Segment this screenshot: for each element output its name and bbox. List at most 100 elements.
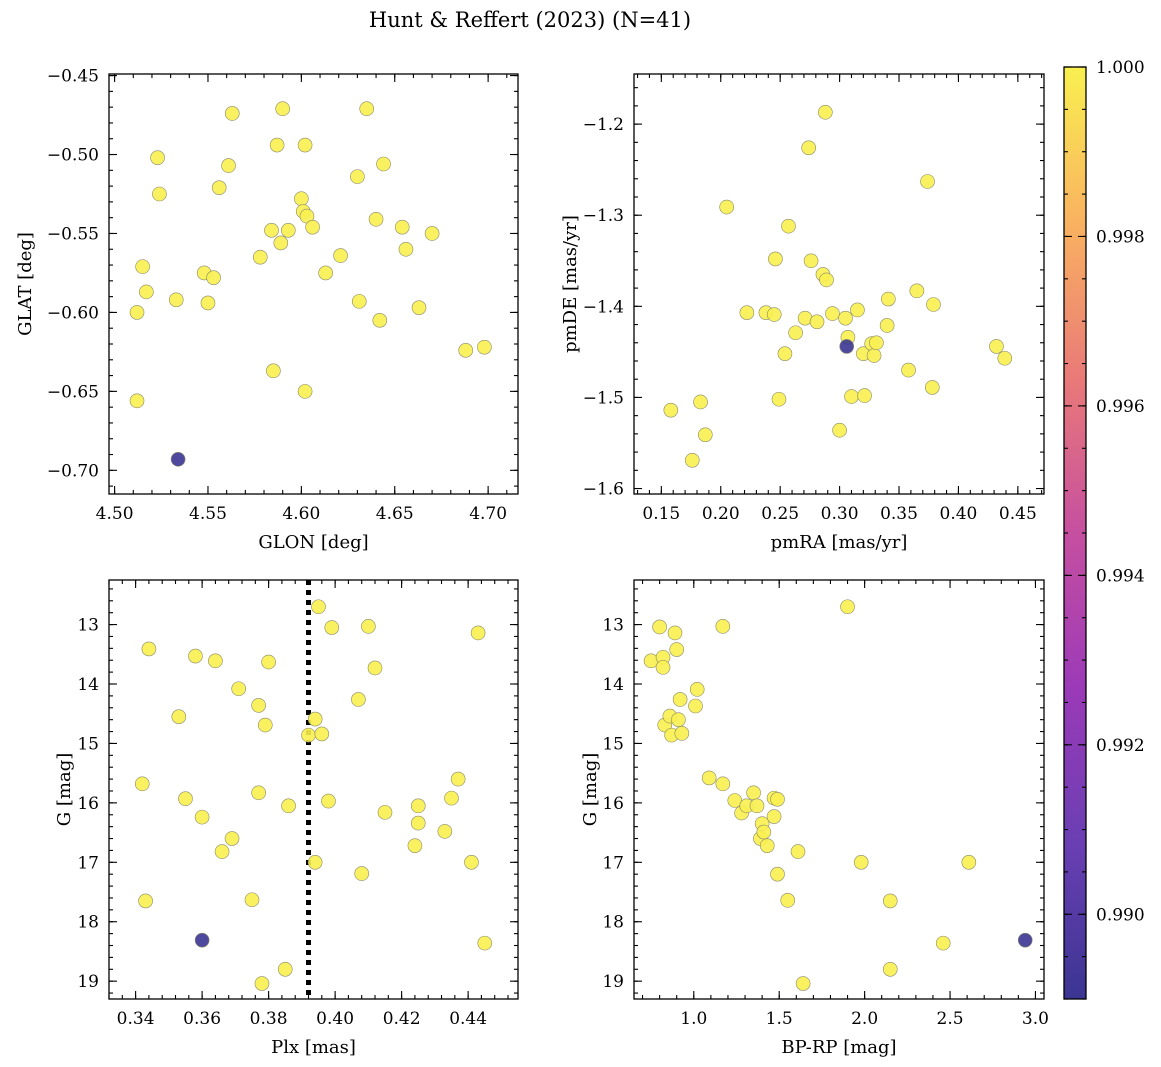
scatter-point bbox=[171, 709, 187, 724]
y-tick-label: −1.6 bbox=[583, 480, 624, 500]
scatter-point bbox=[672, 692, 688, 707]
scatter-point bbox=[839, 339, 855, 354]
scatter-point bbox=[275, 101, 290, 117]
scatter-point bbox=[411, 300, 427, 315]
scatter-point bbox=[777, 346, 793, 361]
y-tick-label: −0.70 bbox=[47, 461, 99, 481]
scatter-point bbox=[134, 776, 150, 792]
scatter-point bbox=[138, 893, 153, 909]
colorbar-tick-label: 0.998 bbox=[1096, 227, 1145, 247]
y-axis-label: pmDE [mas/yr] bbox=[560, 215, 581, 353]
scatter-point bbox=[663, 402, 679, 418]
scatter-point bbox=[281, 798, 296, 814]
scatter-point bbox=[139, 284, 154, 300]
colorbar-gradient bbox=[1064, 67, 1086, 999]
scatter-point bbox=[715, 619, 731, 634]
colorbar-tick-label: 0.990 bbox=[1096, 905, 1145, 925]
colorbar: 0.990 0.992 0.994 0.996 0.998 1.000 bbox=[1063, 58, 1145, 1000]
panel-1: 4.50 4.55 4.60 4.65 4.70 −0.70 −0.65 −0.60 −0.55… bbox=[15, 67, 519, 553]
y-tick-label: 16 bbox=[602, 794, 624, 814]
scatter-point bbox=[277, 961, 293, 977]
scatter-point bbox=[470, 625, 486, 641]
scatter-point bbox=[273, 235, 289, 251]
y-tick-label: 18 bbox=[602, 913, 624, 933]
scatter-point bbox=[257, 717, 273, 733]
y-tick-label: 15 bbox=[602, 734, 624, 754]
scatter-point bbox=[825, 306, 840, 321]
scatter-point bbox=[307, 711, 323, 727]
scatter-point bbox=[464, 855, 479, 870]
y-tick-label: 13 bbox=[77, 616, 99, 636]
x-tick-label: 4.70 bbox=[469, 504, 507, 524]
colorbar-tick-label: 0.996 bbox=[1096, 397, 1145, 417]
x-tick-label: 2.5 bbox=[937, 1009, 964, 1029]
y-tick-label: 14 bbox=[602, 675, 624, 695]
scatter-point bbox=[844, 389, 859, 404]
x-tick-label: 0.35 bbox=[880, 504, 918, 524]
scatter-point bbox=[850, 302, 865, 318]
scatter-point bbox=[221, 158, 236, 173]
axes-frame bbox=[108, 579, 519, 1000]
scatter-point bbox=[194, 809, 210, 825]
y-tick-label: −0.50 bbox=[47, 146, 99, 166]
scatter-point bbox=[803, 253, 819, 269]
scatter-point bbox=[801, 140, 816, 156]
scatter-point bbox=[368, 211, 384, 227]
scatter-point bbox=[655, 660, 671, 675]
scatter-point bbox=[351, 294, 367, 309]
scatter-point bbox=[244, 892, 260, 908]
y-tick-label: −0.55 bbox=[47, 224, 99, 244]
x-tick-label: 4.50 bbox=[96, 504, 134, 524]
scatter-point bbox=[254, 976, 270, 991]
x-axis-label: Plx [mas] bbox=[271, 1037, 356, 1058]
scatter-point bbox=[224, 831, 240, 846]
y-tick-label: −0.60 bbox=[47, 303, 99, 323]
scatter-point bbox=[818, 104, 833, 120]
scatter-point bbox=[224, 106, 240, 121]
scatter-point bbox=[350, 169, 365, 184]
panel-3: 0.34 0.36 0.38 0.40 0.42 0.44 13 14 15 16 17 18 19 Pl… bbox=[54, 579, 519, 1058]
scatter-point bbox=[698, 427, 713, 443]
scatter-point bbox=[749, 798, 765, 814]
scatter-point bbox=[252, 249, 268, 265]
scatter-point bbox=[294, 191, 309, 207]
y-axis-label: GLAT [deg] bbox=[15, 232, 36, 336]
scatter-point bbox=[407, 838, 423, 853]
scatter-point bbox=[437, 824, 453, 839]
scatter-point bbox=[168, 292, 184, 308]
scatter-point bbox=[766, 809, 782, 824]
x-tick-label: 4.55 bbox=[189, 504, 227, 524]
scatter-point bbox=[188, 648, 203, 664]
scatter-point bbox=[790, 844, 806, 859]
scatter-point bbox=[311, 599, 326, 615]
scatter-point bbox=[866, 348, 882, 363]
y-tick-label: −0.65 bbox=[47, 382, 99, 402]
axes-frame bbox=[633, 579, 1045, 1000]
scatter-point bbox=[305, 219, 320, 235]
scatter-point bbox=[377, 805, 393, 820]
scatter-point bbox=[458, 343, 474, 358]
scatter-point bbox=[882, 961, 898, 977]
scatter-point bbox=[129, 305, 145, 320]
scatter-point bbox=[770, 792, 785, 807]
scatter-point bbox=[410, 798, 426, 814]
scatter-point bbox=[924, 380, 940, 395]
scatter-point bbox=[869, 335, 884, 351]
scatter-point bbox=[361, 619, 376, 634]
scatter-point bbox=[857, 388, 872, 403]
x-tick-label: 3.0 bbox=[1022, 1009, 1049, 1029]
scatter-point bbox=[424, 226, 440, 241]
scatter-point bbox=[200, 295, 216, 311]
scatter-point bbox=[251, 785, 266, 801]
scatter-point bbox=[688, 698, 703, 714]
scatter-point bbox=[882, 893, 898, 909]
y-axis-label: G [mag] bbox=[580, 753, 601, 826]
scatter-point bbox=[141, 641, 157, 657]
scatter-point bbox=[266, 363, 281, 379]
x-axis-label: BP-RP [mag] bbox=[781, 1037, 896, 1058]
scatter-point bbox=[333, 248, 348, 263]
scatter-point bbox=[359, 101, 375, 117]
y-tick-label: 14 bbox=[77, 675, 99, 695]
colorbar-tick-label: 0.992 bbox=[1096, 736, 1145, 756]
scatter-point bbox=[269, 137, 285, 153]
